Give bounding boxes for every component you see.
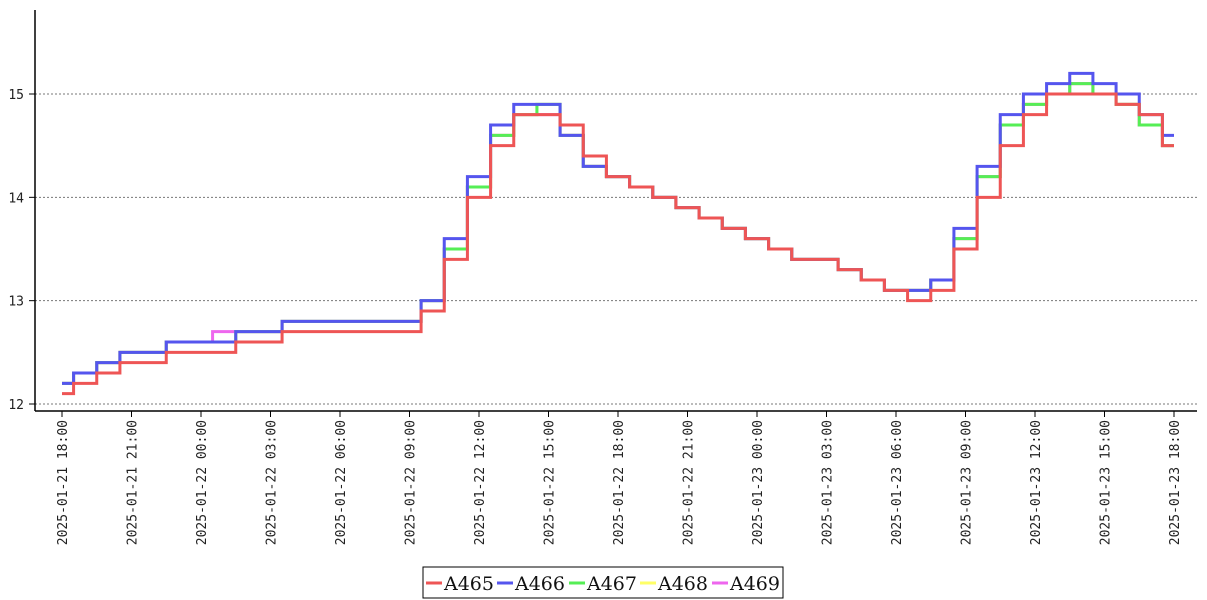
axes — [34, 10, 1197, 412]
x-tick-label: 2025-01-22 03:00 — [265, 420, 280, 545]
x-axis-ticks: 2025-01-21 18:00 2025-01-21 21:00 2025-01-… — [56, 411, 1183, 545]
legend-label-a469: A469 — [729, 573, 780, 595]
series-line-a468 — [62, 82, 1174, 385]
x-tick-label: 2025-01-22 06:00 — [334, 420, 349, 545]
series-lines — [62, 71, 1174, 396]
legend-label-a466: A466 — [514, 573, 565, 595]
x-tick-label: 2025-01-23 00:00 — [751, 420, 766, 545]
y-tick-label: 12 — [8, 398, 24, 413]
x-tick-label: 2025-01-23 09:00 — [960, 420, 975, 545]
y-axis-ticks: 12 13 14 15 — [8, 88, 35, 413]
x-tick-label: 2025-01-23 06:00 — [890, 420, 905, 545]
x-tick-label: 2025-01-23 15:00 — [1099, 420, 1114, 545]
legend: A465 A466 A467 A468 A469 — [422, 566, 784, 599]
x-tick-label: 2025-01-23 03:00 — [821, 420, 836, 545]
x-tick-label: 2025-01-21 21:00 — [126, 420, 141, 545]
series-line-a466 — [62, 71, 1174, 385]
y-tick-label: 13 — [8, 295, 24, 310]
x-tick-label: 2025-01-22 12:00 — [473, 420, 488, 545]
x-tick-label: 2025-01-23 18:00 — [1168, 420, 1183, 545]
series-line-a467 — [62, 82, 1174, 385]
x-tick-label: 2025-01-22 21:00 — [682, 420, 697, 545]
legend-label-a467: A467 — [586, 573, 637, 595]
y-tick-label: 15 — [8, 88, 24, 103]
x-tick-label: 2025-01-22 18:00 — [612, 420, 627, 545]
x-tick-label: 2025-01-22 15:00 — [543, 420, 558, 545]
series-line-a469 — [62, 82, 1174, 385]
x-tick-label: 2025-01-21 18:00 — [56, 420, 71, 545]
x-tick-label: 2025-01-23 12:00 — [1029, 420, 1044, 545]
legend-label-a468: A468 — [657, 573, 708, 595]
x-tick-label: 2025-01-22 00:00 — [195, 420, 210, 545]
grid-lines — [35, 93, 1197, 405]
x-tick-label: 2025-01-22 09:00 — [404, 420, 419, 545]
y-tick-label: 14 — [8, 191, 24, 206]
legend-label-a465: A465 — [443, 573, 494, 595]
series-line-a465 — [62, 92, 1174, 396]
